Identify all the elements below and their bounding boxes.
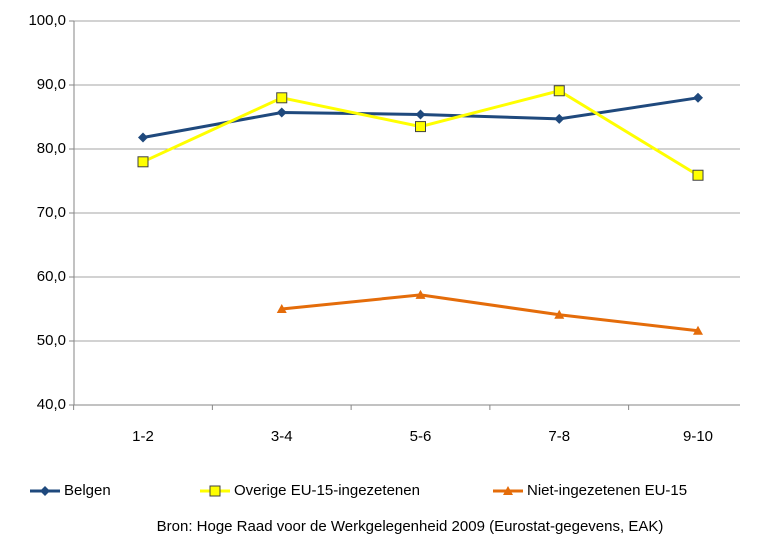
series-line [281, 293, 699, 333]
marker [693, 92, 703, 103]
y-tick-label: 40,0 [37, 396, 66, 413]
marker [554, 113, 565, 124]
marker [276, 107, 287, 118]
marker [553, 85, 565, 97]
series-line [142, 89, 699, 177]
x-tick-label: 3-4 [271, 428, 293, 445]
x-tick-label: 5-6 [410, 428, 432, 445]
y-tick-label: 80,0 [37, 140, 66, 157]
legend-marker [209, 485, 221, 497]
marker [137, 156, 149, 168]
legend-label: Niet-ingezetenen EU-15 [527, 482, 687, 499]
legend-label: Overige EU-15-ingezetenen [234, 482, 420, 499]
x-tick-label: 9-10 [683, 428, 713, 445]
y-tick-label: 50,0 [37, 332, 66, 349]
y-tick-label: 100,0 [28, 12, 66, 29]
source-note: Bron: Hoge Raad voor de Werkgelegenheid … [157, 518, 664, 535]
marker [692, 169, 704, 181]
marker [276, 304, 287, 313]
legend-marker [503, 486, 513, 495]
legend-marker [40, 486, 50, 496]
x-tick-label: 1-2 [132, 428, 154, 445]
legend-label: Belgen [64, 482, 111, 499]
marker [415, 109, 426, 120]
x-tick-label: 7-8 [548, 428, 570, 445]
marker [554, 309, 565, 319]
y-tick-label: 60,0 [37, 268, 66, 285]
marker [415, 121, 426, 133]
y-tick-label: 70,0 [37, 204, 66, 221]
marker [138, 132, 148, 143]
marker [693, 325, 703, 335]
y-tick-label: 90,0 [37, 76, 66, 93]
marker [415, 289, 426, 299]
marker [276, 92, 288, 104]
